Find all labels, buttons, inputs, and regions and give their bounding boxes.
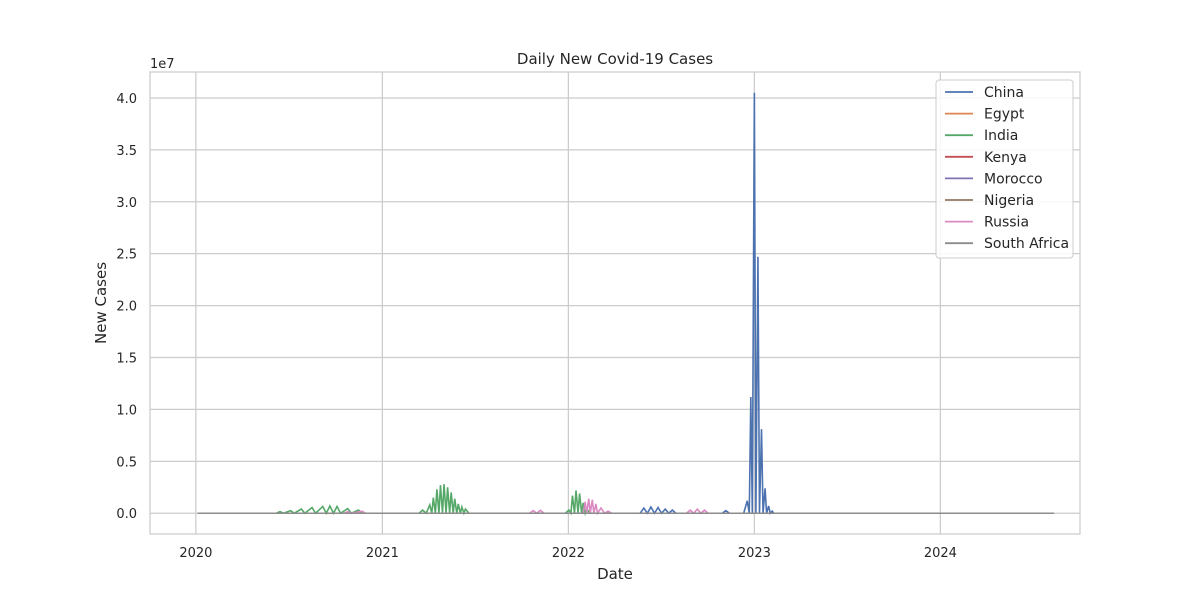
y-axis-ticks: 0.0 0.5 1.0 1.5 2.0 2.5 3.0 3.5 4.0	[116, 92, 137, 522]
legend: China Egypt India Kenya Morocco Nigeria Russia…	[935, 79, 1074, 259]
y-tick-label: 2.0	[116, 300, 137, 315]
legend-label: Egypt	[984, 107, 1025, 123]
legend-label: Russia	[984, 215, 1029, 231]
x-axis-label: Date	[597, 565, 633, 583]
x-tick-label: 2024	[924, 546, 957, 561]
plot-series	[197, 92, 1055, 517]
y-tick-label: 1.5	[116, 352, 137, 367]
series-line-china	[197, 92, 1055, 515]
y-axis-label: New Cases	[92, 262, 110, 344]
x-tick-label: 2022	[552, 546, 585, 561]
legend-label: India	[984, 128, 1018, 144]
y-tick-label: 3.5	[116, 144, 137, 159]
x-tick-label: 2023	[738, 546, 771, 561]
x-axis-ticks: 2020 2021 2022 2023 2024	[179, 546, 957, 561]
legend-label: Kenya	[984, 150, 1027, 166]
y-tick-label: 0.0	[116, 507, 137, 522]
plot-area	[150, 72, 1080, 534]
y-tick-label: 4.0	[116, 92, 137, 107]
legend-label: China	[984, 85, 1024, 101]
legend-label: Nigeria	[984, 193, 1034, 209]
y-tick-label: 0.5	[116, 455, 137, 470]
series-line-india	[197, 484, 1055, 517]
chart-title: Daily New Covid-19 Cases	[517, 50, 713, 68]
y-tick-label: 2.5	[116, 248, 137, 263]
y-tick-label: 1.0	[116, 403, 137, 418]
y-tick-label: 3.0	[116, 196, 137, 211]
x-tick-label: 2020	[179, 546, 212, 561]
plot-frame	[149, 71, 1081, 535]
legend-label: South Africa	[984, 236, 1069, 252]
legend-box	[935, 79, 1074, 259]
y-axis-offset-label: 1e7	[150, 57, 175, 72]
legend-label: Morocco	[984, 171, 1043, 187]
x-tick-label: 2021	[366, 546, 399, 561]
